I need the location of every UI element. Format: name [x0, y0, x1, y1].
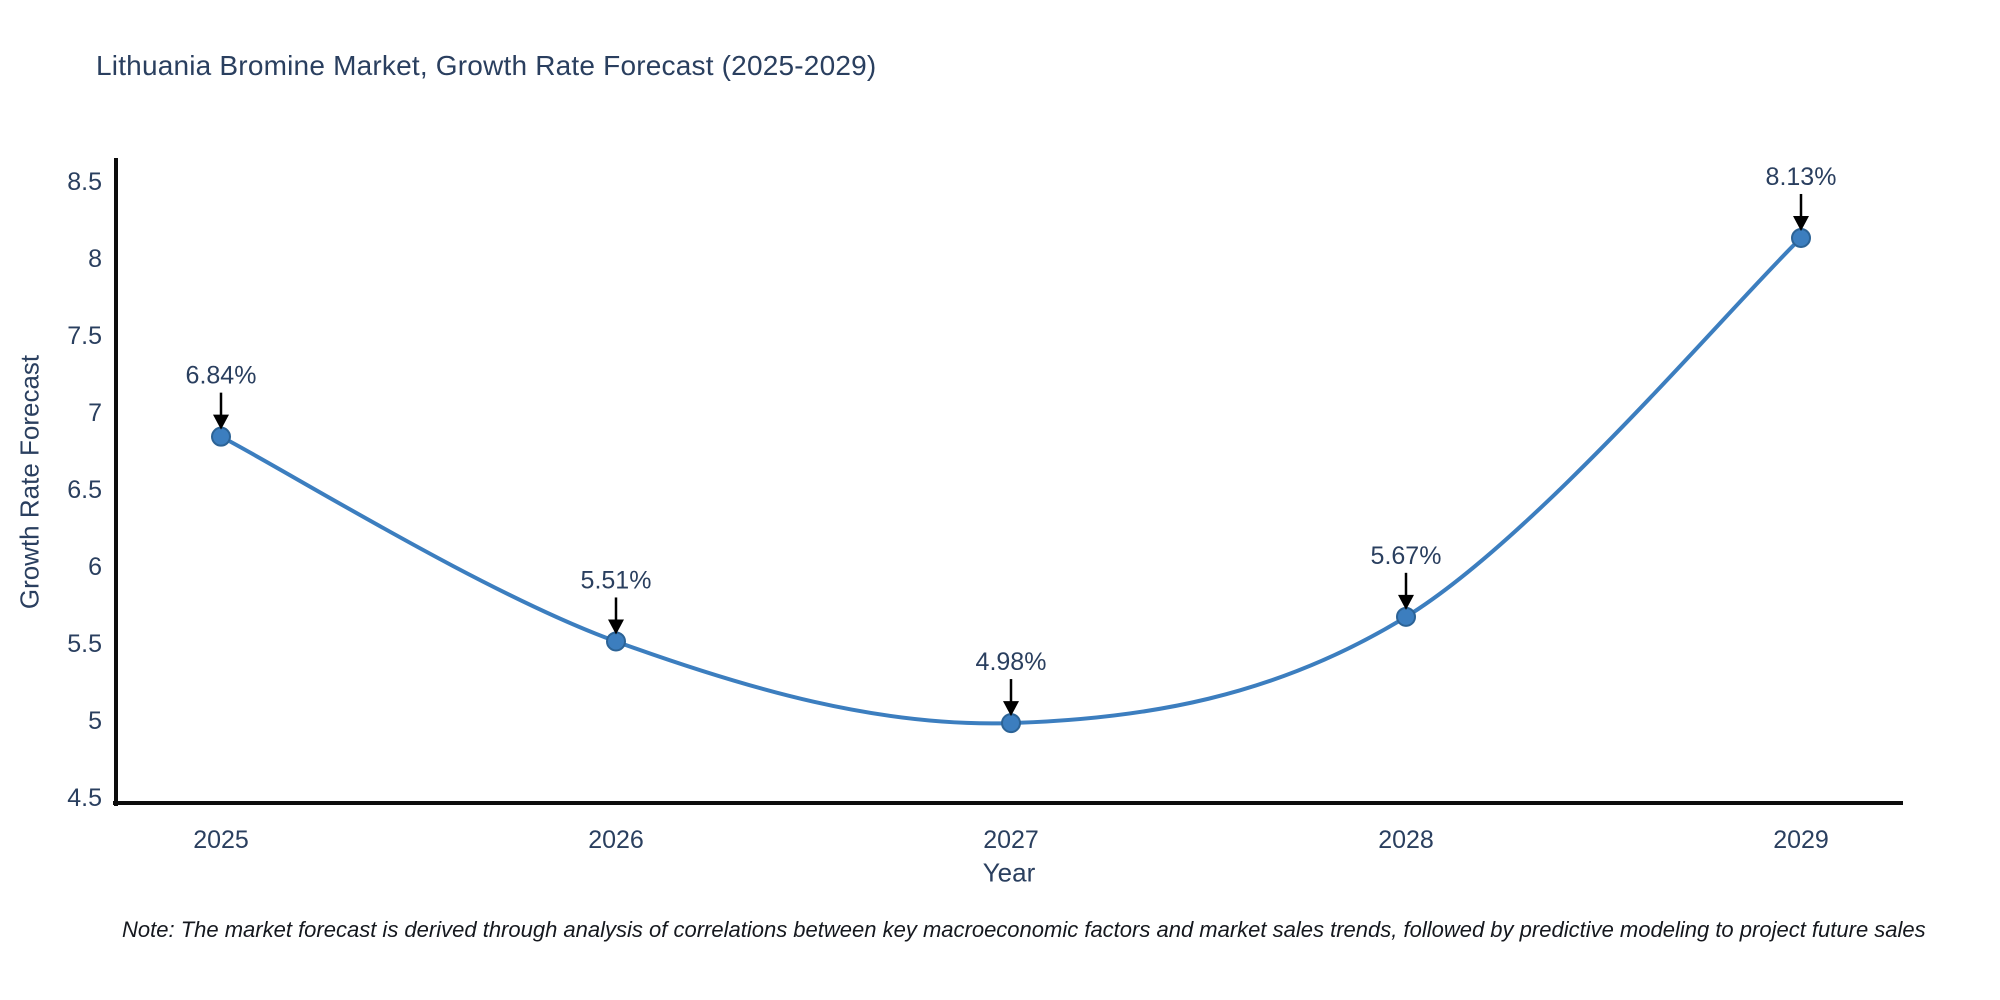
- y-tick-label: 8.5: [67, 168, 102, 196]
- annotation-arrowhead: [1398, 594, 1414, 610]
- x-tick-label: 2025: [193, 826, 249, 854]
- data-point-marker: [1001, 713, 1021, 734]
- annotation-label: 6.84%: [186, 362, 257, 390]
- x-tick-label: 2027: [983, 826, 1039, 854]
- y-tick-label: 6.5: [67, 476, 102, 504]
- y-tick-label: 4.5: [67, 784, 102, 812]
- y-tick-label: 7: [88, 399, 102, 427]
- footnote: Note: The market forecast is derived thr…: [122, 917, 1926, 942]
- annotation-label: 4.98%: [976, 648, 1047, 676]
- y-axis-title: Growth Rate Forecast: [14, 354, 45, 610]
- x-tick-label: 2028: [1378, 826, 1434, 854]
- data-point-marker: [211, 426, 231, 447]
- y-tick-label: 8: [88, 245, 102, 273]
- annotation-arrowhead: [1793, 215, 1809, 231]
- annotation-label: 5.51%: [581, 566, 652, 594]
- y-tick-label: 5: [88, 707, 102, 735]
- annotation-arrowhead: [213, 414, 229, 430]
- x-tick-label: 2026: [588, 826, 644, 854]
- annotation-arrowhead: [1003, 701, 1019, 717]
- data-point-marker: [606, 631, 626, 652]
- x-tick-label: 2029: [1773, 826, 1829, 854]
- x-axis-title: Year: [982, 857, 1036, 888]
- data-point-marker: [1791, 227, 1811, 248]
- annotation-label: 5.67%: [1371, 542, 1442, 570]
- annotation-arrowhead: [608, 619, 624, 635]
- data-point-marker: [1396, 606, 1416, 627]
- annotation-label: 8.13%: [1766, 163, 1837, 191]
- y-tick-label: 6: [88, 553, 102, 581]
- y-tick-label: 7.5: [67, 322, 102, 350]
- y-tick-label: 5.5: [67, 630, 102, 658]
- chart-title: Lithuania Bromine Market, Growth Rate Fo…: [96, 50, 877, 81]
